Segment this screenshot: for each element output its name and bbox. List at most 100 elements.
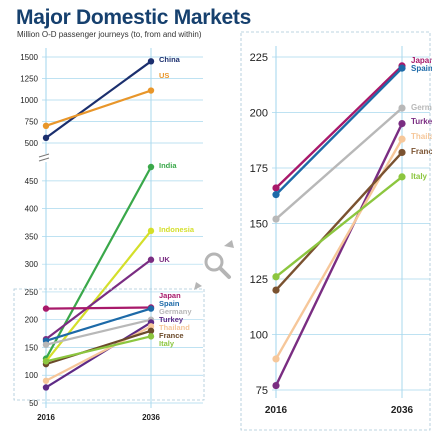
zoom-point-italy-2016 [272, 273, 280, 281]
x-tick-label-2036: 2036 [142, 413, 160, 422]
zoom-y-tick-label: 200 [250, 108, 268, 120]
y-tick-label: 500 [25, 139, 39, 148]
zoom-series-line-japan [275, 65, 403, 189]
zoom-point-germany-2016 [272, 215, 280, 223]
series-line-spain [45, 307, 152, 342]
y-tick-label: 150 [25, 343, 39, 352]
zoom-point-turkey-2016 [272, 381, 280, 390]
y-tick-label: 100 [25, 371, 39, 380]
arrow-up-right-icon [224, 240, 234, 248]
point-germany-2016 [42, 341, 50, 348]
series-label-japan: Japan [159, 291, 181, 300]
zoom-point-germany-2036 [398, 104, 406, 112]
series-label-germany: Germany [159, 307, 192, 316]
series-line-us [45, 89, 152, 127]
zoom-series-line-italy [275, 175, 403, 278]
zoom-y-tick-label: 125 [250, 274, 268, 286]
series-label-uk: UK [159, 255, 170, 264]
point-spain-2036 [147, 305, 155, 312]
point-indonesia-2036 [147, 227, 155, 235]
page-subtitle: Million O-D passenger journeys (to, from… [17, 30, 202, 39]
point-china-2016 [42, 134, 50, 142]
zoom-y-tick-label: 75 [256, 385, 268, 397]
main-chart-panel: 500 750 1000 1250 1500 50 100 150 200 250 300 350 40… [20, 48, 203, 422]
series-label-thailand: Thailand [159, 323, 190, 332]
series-line-germany [45, 318, 152, 346]
zoom-point-spain-2016 [272, 191, 280, 199]
zoom-y-tick-label: 225 [250, 52, 268, 64]
point-france-2036 [147, 327, 155, 335]
series-label-france: France [159, 331, 184, 340]
series-label-china: China [159, 55, 181, 64]
point-italy-2016 [42, 358, 50, 365]
series-label-spain: Spain [159, 299, 180, 308]
zoom-series-label-turkey: Turkey [411, 117, 432, 126]
series-label-us: US [159, 71, 169, 80]
page-title: Major Domestic Markets [16, 6, 251, 29]
y-tick-label: 300 [25, 260, 39, 269]
y-tick-label: 250 [25, 288, 39, 297]
y-tick-label: 350 [25, 232, 39, 241]
y-tick-label: 750 [25, 118, 39, 127]
axis-break-gap [38, 154, 50, 162]
point-thailand-2016 [42, 377, 50, 384]
zoom-series-label-france: France [411, 147, 432, 156]
point-japan-2016 [42, 305, 50, 312]
point-uk-2036 [147, 256, 155, 263]
series-label-turkey: Turkey [159, 315, 184, 324]
y-tick-label: 400 [25, 205, 39, 214]
zoom-point-italy-2036 [398, 173, 406, 181]
zoom-series-label-spain: Spain [411, 64, 432, 73]
zoom-y-tick-label: 150 [250, 219, 268, 231]
zoom-indicator [13, 31, 431, 431]
zoom-x-tick-label-2016: 2016 [265, 405, 288, 416]
zoom-y-tick-label: 100 [250, 330, 268, 342]
x-tick-label-2016: 2016 [37, 413, 55, 422]
zoom-series-line-turkey [274, 123, 404, 387]
series-line-france [45, 329, 152, 366]
point-us-2016 [42, 122, 50, 129]
point-turkey-2016 [42, 384, 50, 391]
zoom-y-tick-label: 175 [250, 163, 268, 175]
point-thailand-2036 [147, 323, 155, 330]
y-tick-label: 1000 [20, 96, 38, 105]
magnifier-icon [204, 252, 231, 279]
series-label-india: India [159, 161, 177, 170]
series-line-italy [45, 335, 152, 363]
zoom-x-tick-label-2036: 2036 [391, 405, 414, 416]
point-italy-2036 [147, 333, 155, 340]
y-tick-label: 1250 [20, 75, 38, 84]
zoom-series-label-japan: Japan [411, 56, 432, 65]
zoom-series-line-spain [275, 67, 403, 196]
y-tick-label: 200 [25, 316, 39, 325]
zoom-series-line-germany [275, 107, 403, 220]
series-line-thailand [45, 325, 152, 382]
zoom-point-turkey-2036 [398, 120, 406, 128]
series-label-indonesia: Indonesia [159, 225, 195, 234]
zoom-point-spain-2036 [398, 64, 406, 72]
zoom-point-france-2016 [272, 286, 280, 294]
series-line-uk [45, 258, 152, 341]
point-india-2036 [147, 163, 155, 171]
series-line-india [45, 166, 152, 360]
zoom-point-thailand-2036 [398, 135, 406, 143]
zoom-point-japan-2016 [272, 184, 280, 192]
arrow-down-left-icon [194, 282, 202, 290]
point-us-2036 [147, 87, 155, 94]
zoom-point-france-2036 [398, 148, 406, 157]
zoom-point-thailand-2016 [272, 355, 280, 363]
y-tick-label: 1500 [20, 53, 38, 62]
zoom-series-line-france [275, 151, 403, 291]
zoom-series-label-germany: Germany [411, 103, 432, 112]
y-tick-label: 450 [25, 177, 39, 186]
zoom-panel-frame [240, 31, 431, 431]
series-line-china [45, 60, 152, 139]
series-line-turkey [45, 321, 152, 389]
axis-break-mark [38, 153, 50, 158]
point-china-2036 [147, 58, 155, 65]
axis-break-mark [38, 157, 50, 162]
y-tick-label: 50 [29, 399, 38, 408]
series-label-italy: Italy [159, 339, 175, 348]
